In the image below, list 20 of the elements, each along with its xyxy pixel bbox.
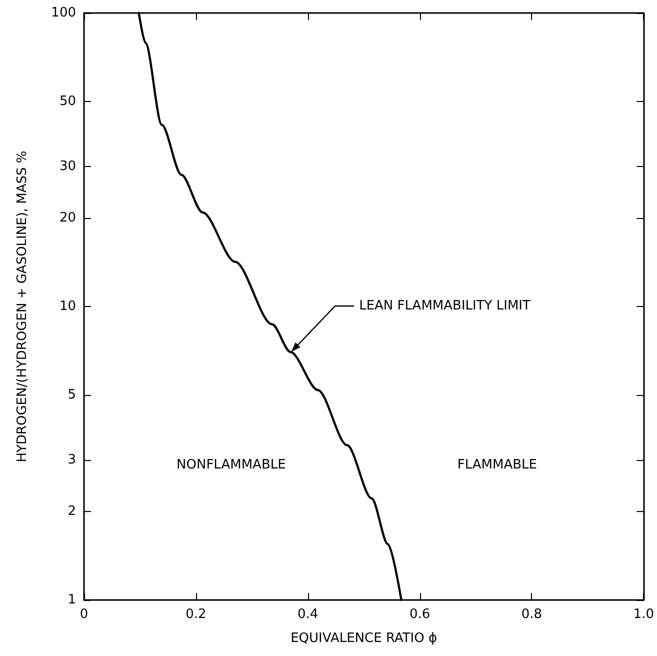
x-tick-label: 1.0 (633, 607, 654, 622)
x-tick-label: 0.8 (521, 607, 542, 622)
y-axis-title: HYDROGEN/(HYDROGEN + GASOLINE), MASS % (15, 150, 30, 462)
y-tick-label: 50 (59, 94, 76, 109)
y-tick-label: 1 (68, 592, 76, 608)
x-tick-label: 0.2 (186, 607, 206, 622)
x-tick-label: 0.4 (298, 607, 318, 622)
y-tick-label: 5 (68, 387, 76, 402)
y-tick-label: 2 (68, 504, 76, 520)
annotation: LEAN FLAMMABILITY LIMIT (359, 298, 530, 314)
x-tick-label: 0 (80, 607, 88, 622)
y-tick-label: 10 (59, 299, 76, 314)
y-tick-label: 100 (51, 6, 76, 20)
x-tick-label: 0.6 (409, 607, 430, 622)
y-tick-label: 3 (68, 452, 76, 468)
x-axis-title: EQUIVALENCE RATIO ϕ (290, 631, 438, 646)
y-tick-label: 20 (59, 210, 76, 226)
annotation: NONFLAMMABLE (176, 457, 286, 472)
annotation: FLAMMABLE (457, 457, 537, 472)
y-tick-label: 30 (59, 158, 76, 174)
